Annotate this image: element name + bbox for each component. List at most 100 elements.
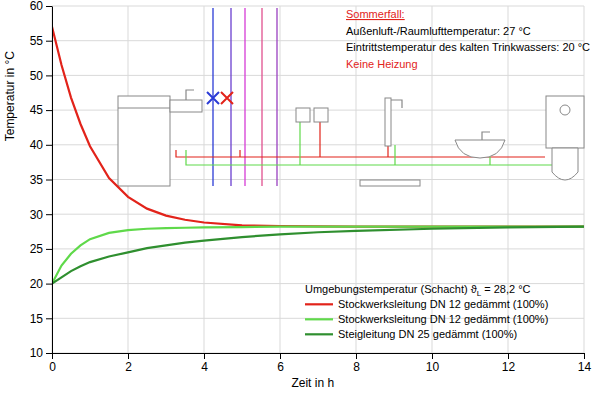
x-tick-mark [584,353,585,359]
y-tick-label: 50 [30,69,44,83]
series-group [52,27,584,284]
y-tick: 45 [30,103,52,117]
y-tick-mark [46,75,52,76]
y-tick-label: 40 [30,138,44,152]
y-tick-mark [46,318,52,319]
x-axis: 0 2 4 6 8 10 12 14 [49,353,591,374]
annotation: Keine Heizung [346,58,418,70]
y-tick-mark [46,214,52,215]
legend-title-suffix: = 28,2 °C [481,283,530,295]
schematic-part [176,122,545,157]
y-tick-label: 30 [30,208,44,222]
x-tick-mark [432,353,433,359]
x-tick-label: 6 [277,360,284,374]
schematic-part [261,8,262,186]
y-tick-mark [46,284,52,285]
x-tick: 4 [201,353,208,374]
y-tick-label: 20 [30,277,44,291]
x-tick-mark [356,353,357,359]
schematic-part [296,108,310,122]
x-tick-label: 14 [578,360,592,374]
x-tick-label: 4 [201,360,208,374]
x-tick: 0 [49,353,56,374]
y-tick-mark [46,249,52,250]
legend-label: Stockwerksleitung DN 12 gedämmt (100%) [338,298,548,310]
annotation: Sommerfall: [346,8,405,20]
y-axis: 10 15 20 25 30 35 40 45 50 55 60 [30,0,53,360]
schematic-part [482,132,490,140]
schematic-part [118,96,170,186]
grid [52,6,584,353]
schematic-part [385,98,391,146]
legend: Umgebungstemperatur (Schacht) ϑL = 28,2 … [305,283,548,340]
y-axis-title: Temperatur in °C [3,51,17,141]
series-line [52,27,584,227]
schematic-part [170,100,202,112]
x-tick-mark [52,353,53,359]
y-tick: 55 [30,34,52,48]
y-tick: 40 [30,138,52,152]
annotation: Außenluft-/Raumlufttemperatur: 27 °C [346,25,531,37]
y-tick-label: 15 [30,312,44,326]
x-tick-label: 2 [125,360,132,374]
x-tick: 14 [578,353,592,374]
y-tick-label: 60 [30,0,44,13]
schematic-part [560,105,570,115]
y-tick-mark [46,353,52,354]
legend-swatch [305,303,333,305]
schematic-part [546,96,584,148]
y-tick-label: 35 [30,173,44,187]
y-tick-label: 25 [30,242,44,256]
schematic-part [276,8,277,186]
grid-line-y [52,248,584,249]
legend-title-text: Umgebungstemperatur (Schacht) ϑ [305,283,477,295]
grid-line-y [52,214,584,215]
x-tick-mark [204,353,205,359]
y-tick: 50 [30,69,52,83]
legend-label: Stockwerksleitung DN 12 gedämmt (100%) [338,313,548,325]
schematic-part [314,108,328,122]
y-tick: 30 [30,208,52,222]
y-tick-label: 10 [30,346,44,360]
schematic-part [186,90,194,100]
x-axis-line [53,353,585,354]
x-tick-label: 0 [49,360,56,374]
y-tick: 15 [30,312,52,326]
x-tick: 6 [277,353,284,374]
legend-title: Umgebungstemperatur (Schacht) ϑL = 28,2 … [305,283,531,298]
x-tick: 8 [353,353,360,374]
y-tick-mark [46,145,52,146]
schematic-part [230,8,231,186]
schematic-part [186,122,575,165]
grid-line-y [52,6,584,7]
y-tick-mark [46,6,52,7]
y-tick: 25 [30,242,52,256]
schematic-part [118,108,170,109]
x-tick-label: 12 [502,360,516,374]
legend-label: Steigleitung DN 25 gedämmt (100%) [338,328,517,340]
schematic-part [552,148,578,180]
schematic-part [207,92,219,104]
x-tick: 10 [426,353,440,374]
schematic-part [455,140,505,158]
y-axis-line [52,7,53,354]
legend-swatch [305,318,333,320]
schematic-part [391,100,402,108]
annotation: Eintrittstemperatur des kalten Trinkwass… [346,41,590,53]
y-tick-mark [46,41,52,42]
grid-line-y [52,75,584,76]
x-tick-label: 10 [426,360,440,374]
x-axis-title: Zeit in h [291,376,334,390]
series-line [52,227,584,284]
legend-swatch [305,333,333,335]
x-tick: 12 [502,353,516,374]
x-tick-label: 8 [353,360,360,374]
schematic-part [221,92,233,104]
grid-line-y [52,353,584,354]
x-tick-mark [508,353,509,359]
y-tick-label: 55 [30,34,44,48]
x-tick-mark [128,353,129,359]
schematic [118,8,584,186]
x-tick-mark [280,353,281,359]
chart: 0 2 4 6 8 10 12 14 10 15 20 25 30 35 40 45 50 55 60 Zeit in… [0,0,600,397]
